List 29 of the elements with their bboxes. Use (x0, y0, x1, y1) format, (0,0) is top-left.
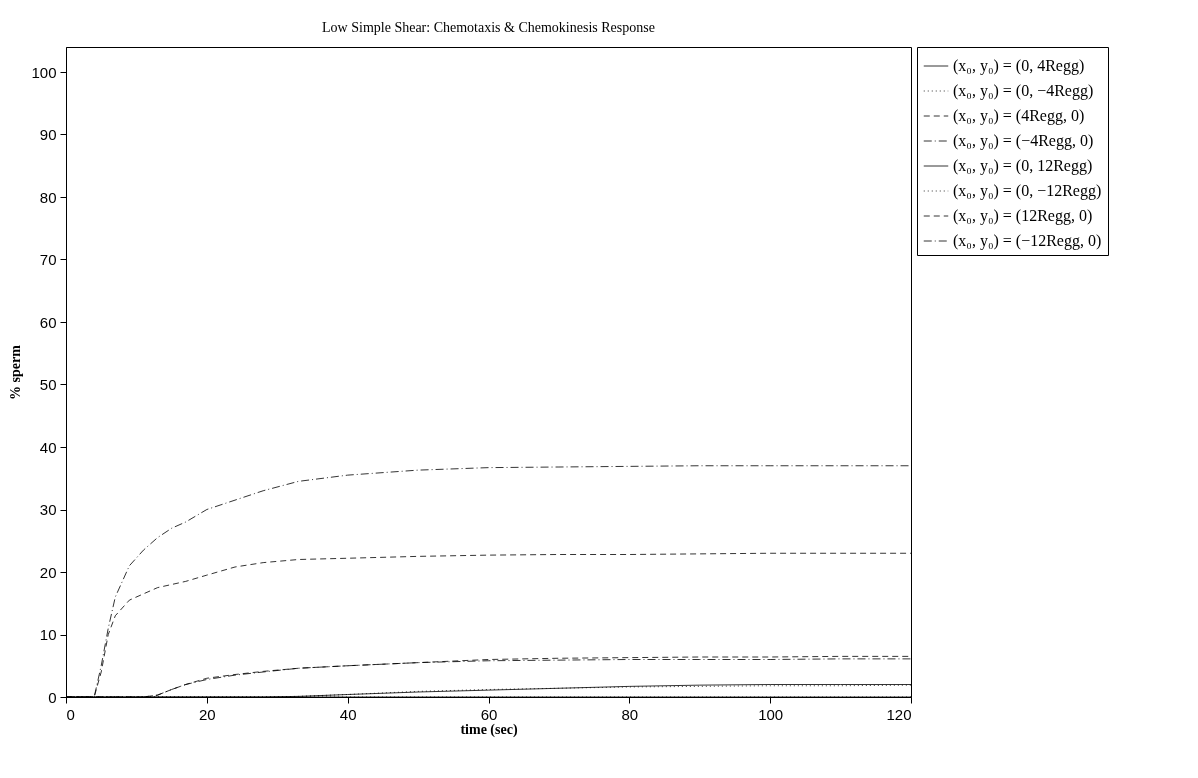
x-tick-label: 80 (621, 705, 639, 723)
chart-title: Low Simple Shear: Chemotaxis & Chemokinesis Response (322, 19, 655, 35)
y-tick-label: 40 (39, 438, 57, 456)
x-tick-label: 0 (66, 705, 75, 723)
y-tick-label: 30 (39, 501, 57, 518)
y-tick-label: 50 (39, 376, 57, 393)
x-tick-label: 120 (886, 705, 912, 723)
y-tick-label: 70 (39, 251, 57, 268)
x-tick-label: 20 (198, 705, 216, 723)
x-tick-label: 60 (480, 705, 498, 723)
legend-label: (x₀, y₀) = (0, −12Regg) (953, 182, 1102, 200)
y-tick-label: 10 (39, 626, 57, 643)
legend-label: (x₀, y₀) = (4Regg, 0) (953, 107, 1085, 125)
legend-label: (x₀, y₀) = (12Regg, 0) (953, 207, 1093, 225)
y-tick-label: 90 (39, 126, 57, 143)
legend-label: (x₀, y₀) = (0, 12Regg) (953, 157, 1093, 175)
y-tick-label: 0 (48, 688, 57, 706)
x-tick-label: 100 (758, 705, 784, 723)
legend-label: (x₀, y₀) = (−4Regg, 0) (953, 132, 1094, 150)
y-tick-label: 20 (39, 563, 57, 581)
legend-label: (x₀, y₀) = (0, −4Regg) (953, 82, 1094, 100)
legend-label: (x₀, y₀) = (0, 4Regg) (953, 57, 1085, 75)
x-axis-title: time (sec) (460, 721, 518, 738)
y-axis-title: % sperm (8, 344, 24, 400)
legend-label: (x₀, y₀) = (−12Regg, 0) (953, 232, 1102, 250)
y-tick-label: 80 (39, 188, 57, 206)
y-tick-label: 60 (39, 313, 57, 331)
y-tick-label: 100 (31, 63, 57, 81)
x-tick-label: 40 (339, 705, 357, 723)
